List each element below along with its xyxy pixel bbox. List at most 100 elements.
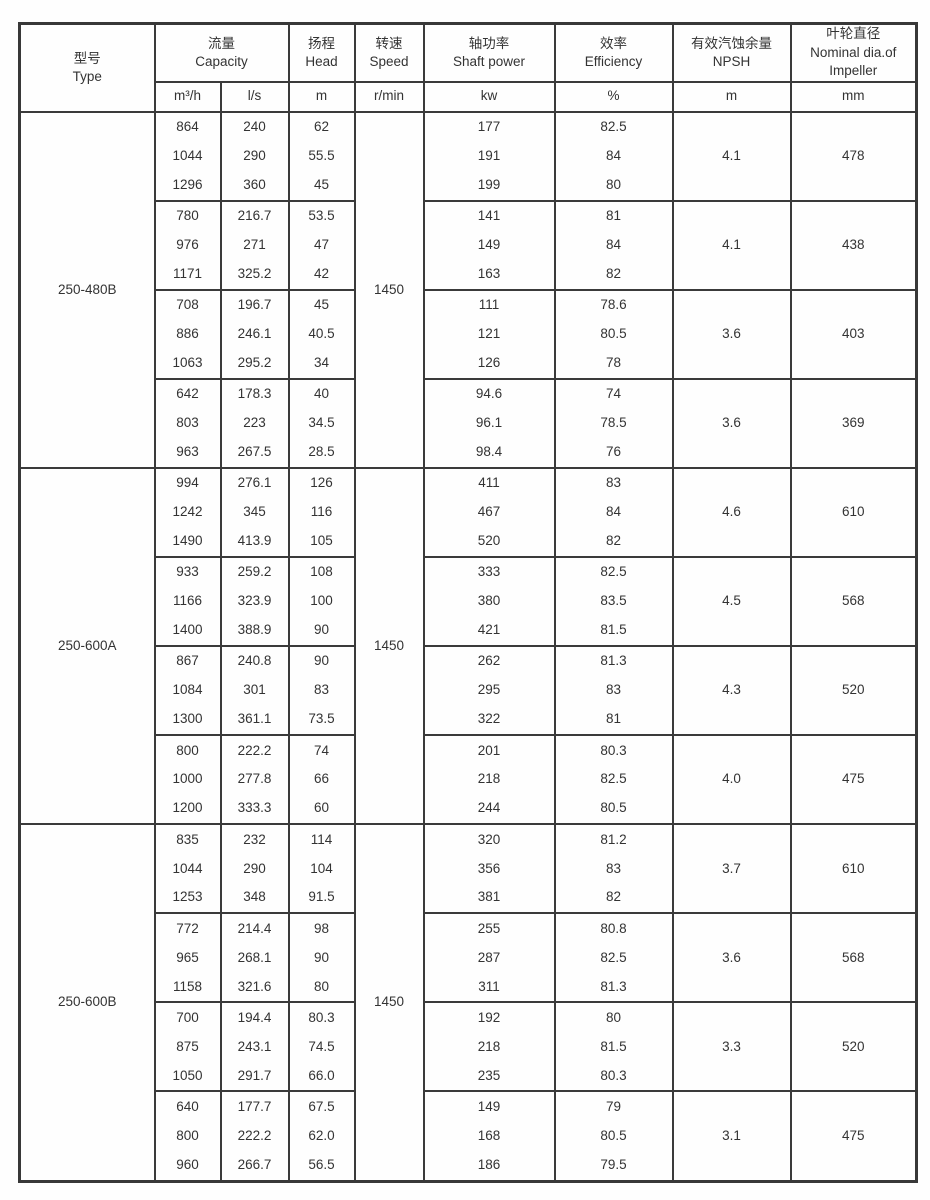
cell-efficiency: 79.5 xyxy=(553,1150,674,1182)
cell-capacity-m3h: 772 xyxy=(153,912,222,944)
cell-head: 73.5 xyxy=(287,704,356,736)
table-row: 1171 325.2 42 163 82 xyxy=(20,259,917,290)
cell-shaft-power: 356 xyxy=(422,854,556,883)
unit-capacity-m3h: m³/h xyxy=(153,80,222,113)
cell-efficiency: 84 xyxy=(553,141,674,171)
cell-head: 90 xyxy=(287,615,356,646)
cell-shaft-power: 199 xyxy=(422,170,556,201)
cell-head: 80.3 xyxy=(287,1001,356,1033)
cell-shaft-power: 149 xyxy=(422,1090,556,1122)
cell-head: 56.5 xyxy=(287,1150,356,1182)
cell-shaft-power: 218 xyxy=(422,1032,556,1062)
cell-capacity-ls: 268.1 xyxy=(219,943,290,973)
table-row: 1490 413.9 105 520 82 xyxy=(20,526,917,557)
header-impeller-en2: Impeller xyxy=(829,62,878,78)
cell-capacity-ls: 301 xyxy=(219,676,290,705)
cell-shaft-power: 163 xyxy=(422,259,556,290)
cell-capacity-ls: 222.2 xyxy=(219,734,290,766)
cell-capacity-ls: 243.1 xyxy=(219,1032,290,1062)
cell-shaft-power: 295 xyxy=(422,676,556,705)
cell-head: 80 xyxy=(287,972,356,1003)
table-row: 250-600A 994 276.1 126 1450 411 83 4.6 610 xyxy=(18,466,918,825)
header-impeller: 叶轮直径 Nominal dia.of Impeller xyxy=(789,22,918,83)
cell-npsh: 3.6 xyxy=(671,288,792,379)
cell-capacity-m3h: 1050 xyxy=(153,1061,222,1092)
cell-head: 100 xyxy=(287,587,356,616)
cell-npsh: 4.3 xyxy=(671,644,792,736)
unit-efficiency: % xyxy=(553,80,674,113)
cell-shaft-power: 262 xyxy=(422,644,556,677)
cell-efficiency: 81.3 xyxy=(553,644,674,677)
cell-npsh: 3.3 xyxy=(671,1001,792,1092)
cell-capacity-ls: 295.2 xyxy=(219,348,290,379)
cell-head: 66 xyxy=(287,765,356,794)
cell-efficiency: 79 xyxy=(553,1090,674,1122)
cell-capacity-ls: 178.3 xyxy=(219,377,290,409)
cell-type: 250-480B xyxy=(18,110,156,468)
header-shaft-power-en: Shaft power xyxy=(452,53,526,69)
cell-capacity-m3h: 800 xyxy=(153,1121,222,1151)
table-row: 642 178.3 40 94.6 74 3.6 369 xyxy=(20,377,918,468)
cell-shaft-power: 96.1 xyxy=(422,408,556,438)
cell-capacity-m3h: 1044 xyxy=(153,141,222,171)
cell-shaft-power: 186 xyxy=(422,1150,556,1182)
cell-capacity-ls: 214.4 xyxy=(219,912,290,944)
cell-impeller: 610 xyxy=(789,466,918,557)
cell-head: 105 xyxy=(287,526,356,557)
cell-head: 116 xyxy=(287,498,356,527)
cell-head: 28.5 xyxy=(287,437,356,468)
cell-shaft-power: 98.4 xyxy=(422,437,556,468)
unit-capacity-ls: l/s xyxy=(219,80,290,113)
header-impeller-en1: Nominal dia.of xyxy=(810,44,897,60)
cell-capacity-m3h: 875 xyxy=(153,1032,222,1062)
header-npsh-en: NPSH xyxy=(712,53,751,69)
cell-capacity-ls: 223 xyxy=(219,408,290,438)
cell-capacity-ls: 348 xyxy=(219,882,290,914)
cell-npsh: 4.5 xyxy=(671,555,792,646)
table-row: 1158 321.6 80 311 81.3 xyxy=(20,972,917,1003)
table-row: 965 268.1 90 287 82.5 xyxy=(20,943,917,973)
table-row: 1044 290 104 356 83 xyxy=(20,854,917,883)
cell-efficiency: 83.5 xyxy=(553,587,674,616)
table-row: 772 214.4 98 255 80.8 3.6 568 xyxy=(20,912,918,1003)
table-row: 1300 361.1 73.5 322 81 xyxy=(20,704,917,736)
cell-shaft-power: 201 xyxy=(422,734,556,766)
cell-shaft-power: 380 xyxy=(422,587,556,616)
cell-capacity-m3h: 1400 xyxy=(153,615,222,646)
cell-npsh: 4.6 xyxy=(671,466,792,557)
cell-head: 114 xyxy=(287,823,356,855)
cell-shaft-power: 320 xyxy=(422,823,556,855)
cell-shaft-power: 411 xyxy=(422,466,556,499)
cell-npsh: 3.6 xyxy=(671,377,792,468)
cell-capacity-ls: 271 xyxy=(219,230,290,260)
cell-head: 55.5 xyxy=(287,141,356,171)
cell-capacity-m3h: 835 xyxy=(153,823,222,855)
cell-capacity-ls: 345 xyxy=(219,498,290,527)
table-row: 1044 290 55.5 191 84 xyxy=(20,141,917,171)
cell-capacity-ls: 240 xyxy=(219,110,290,142)
cell-head: 67.5 xyxy=(287,1090,356,1122)
cell-efficiency: 80.8 xyxy=(553,912,674,944)
cell-shaft-power: 322 xyxy=(422,704,556,736)
cell-head: 126 xyxy=(287,466,356,499)
unit-speed: r/min xyxy=(353,80,425,113)
table-row: 1253 348 91.5 381 82 xyxy=(20,882,917,914)
cell-capacity-ls: 276.1 xyxy=(219,466,290,499)
unit-npsh: m xyxy=(671,80,792,113)
table-row: 800 222.2 74 201 80.3 4.0 475 xyxy=(20,734,918,825)
cell-shaft-power: 149 xyxy=(422,230,556,260)
table-row: 1063 295.2 34 126 78 xyxy=(20,348,917,379)
cell-capacity-ls: 321.6 xyxy=(219,972,290,1003)
cell-impeller: 369 xyxy=(789,377,918,468)
cell-efficiency: 83 xyxy=(553,466,674,499)
cell-head: 42 xyxy=(287,259,356,290)
cell-npsh: 4.0 xyxy=(671,734,792,825)
cell-shaft-power: 520 xyxy=(422,526,556,557)
cell-efficiency: 78.5 xyxy=(553,408,674,438)
cell-impeller: 568 xyxy=(789,912,918,1003)
cell-capacity-ls: 413.9 xyxy=(219,526,290,557)
cell-efficiency: 83 xyxy=(553,676,674,705)
cell-shaft-power: 177 xyxy=(422,110,556,142)
table-row: 250-480B 864 240 62 1450 177 82.5 4.1 478 xyxy=(18,110,918,468)
cell-capacity-m3h: 1242 xyxy=(153,498,222,527)
